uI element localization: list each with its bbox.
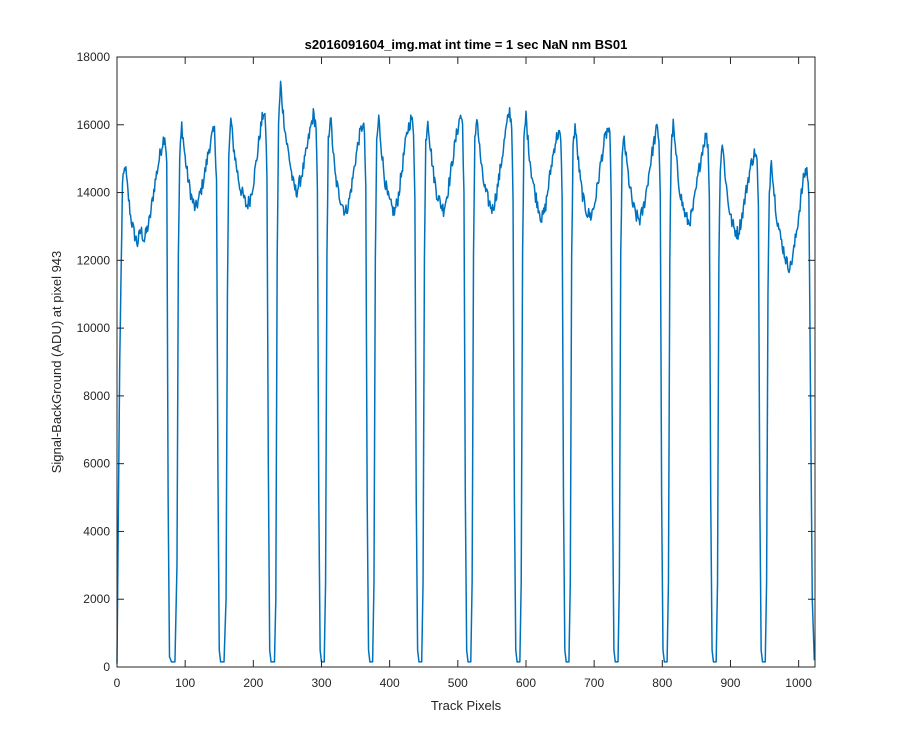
x-tick-label: 200	[243, 676, 263, 690]
x-tick-label: 700	[584, 676, 604, 690]
y-tick-label: 16000	[77, 118, 111, 132]
y-tick-label: 10000	[77, 321, 111, 335]
x-tick-label: 500	[448, 676, 468, 690]
x-tick-label: 1000	[785, 676, 812, 690]
y-axis: 0 2000 4000 6000 8000 10000 12000 14000 16000 180…	[77, 50, 815, 674]
y-tick-label: 12000	[77, 253, 111, 267]
x-tick-label: 400	[380, 676, 400, 690]
y-tick-label: 2000	[83, 592, 110, 606]
x-tick-label: 0	[114, 676, 121, 690]
plot-frame	[116, 56, 816, 668]
chart-title: s2016091604_img.mat int time = 1 sec NaN…	[305, 37, 628, 52]
x-tick-label: 600	[516, 676, 536, 690]
x-axis-label: Track Pixels	[431, 698, 502, 713]
y-tick-label: 0	[103, 660, 110, 674]
series-layer	[116, 80, 816, 664]
y-axis-label: Signal-BackGround (ADU) at pixel 943	[49, 251, 64, 474]
y-tick-label: 6000	[83, 457, 110, 471]
y-tick-label: 4000	[83, 524, 110, 538]
x-tick-label: 800	[652, 676, 672, 690]
series-line	[116, 80, 816, 664]
x-tick-label: 300	[311, 676, 331, 690]
y-tick-label: 8000	[83, 389, 110, 403]
y-tick-label: 14000	[77, 186, 111, 200]
x-tick-label: 100	[175, 676, 195, 690]
x-tick-label: 900	[720, 676, 740, 690]
y-tick-label: 18000	[77, 50, 111, 64]
x-axis: 0 100 200 300 400 500 600 700 800 900 1000	[114, 57, 812, 690]
